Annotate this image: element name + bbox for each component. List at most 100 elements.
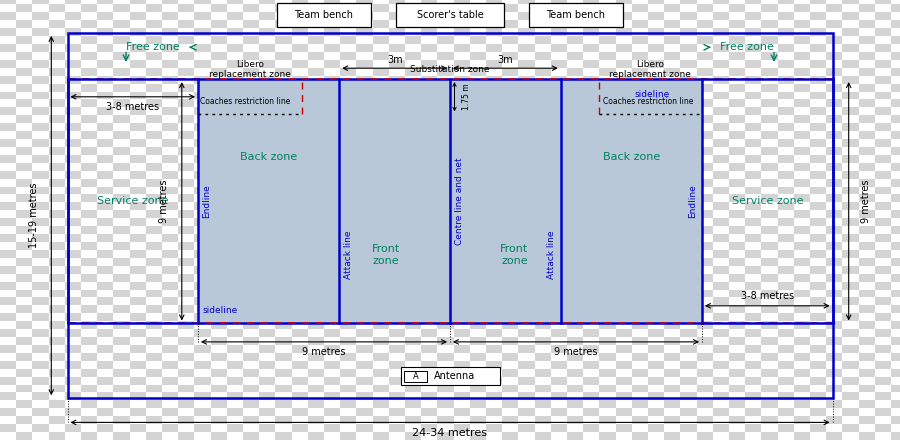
Bar (162, 36, 178, 44)
Bar (470, 234, 486, 242)
Bar (259, 147, 275, 155)
Bar (340, 20, 356, 28)
Bar (32, 123, 49, 131)
Bar (292, 187, 308, 194)
Bar (405, 345, 421, 353)
Bar (389, 131, 405, 139)
Bar (680, 385, 697, 392)
Bar (502, 218, 518, 226)
Bar (146, 226, 162, 234)
Bar (308, 290, 324, 297)
Bar (373, 115, 389, 123)
Bar (243, 115, 259, 123)
Text: 24-34 metres: 24-34 metres (412, 428, 488, 438)
Bar (680, 194, 697, 202)
Text: 15-19 metres: 15-19 metres (29, 183, 39, 248)
Bar (243, 0, 259, 4)
Bar (729, 187, 745, 194)
Bar (826, 187, 842, 194)
Bar (0, 321, 16, 329)
Bar (211, 163, 227, 171)
Bar (32, 52, 49, 60)
Bar (32, 408, 49, 416)
Bar (292, 84, 308, 92)
Bar (162, 171, 178, 179)
Bar (211, 345, 227, 353)
Bar (130, 123, 146, 131)
Bar (32, 44, 49, 52)
Bar (891, 76, 900, 84)
Bar (211, 313, 227, 321)
Bar (454, 385, 470, 392)
Bar (162, 107, 178, 115)
Bar (340, 242, 356, 250)
Bar (745, 377, 761, 385)
Bar (275, 274, 292, 282)
Bar (713, 0, 729, 4)
Bar (761, 202, 778, 210)
Bar (826, 4, 842, 12)
Bar (648, 115, 664, 123)
Bar (405, 408, 421, 416)
Bar (49, 416, 65, 424)
Bar (194, 4, 211, 12)
Bar (97, 210, 113, 218)
Bar (891, 107, 900, 115)
Bar (16, 416, 32, 424)
Bar (616, 210, 632, 218)
Bar (49, 139, 65, 147)
Bar (713, 369, 729, 377)
Bar (794, 416, 810, 424)
Bar (340, 377, 356, 385)
Bar (32, 163, 49, 171)
Bar (599, 0, 616, 4)
Bar (664, 52, 680, 60)
Bar (227, 274, 243, 282)
Bar (32, 218, 49, 226)
Bar (535, 258, 551, 266)
Bar (567, 44, 583, 52)
Bar (49, 131, 65, 139)
Bar (518, 4, 535, 12)
Bar (454, 282, 470, 290)
Bar (308, 147, 324, 155)
Bar (97, 202, 113, 210)
Bar (875, 432, 891, 440)
Bar (729, 139, 745, 147)
Bar (713, 274, 729, 282)
Bar (373, 0, 389, 4)
Bar (32, 28, 49, 36)
Bar (162, 179, 178, 187)
Bar (227, 361, 243, 369)
Bar (0, 345, 16, 353)
Bar (146, 305, 162, 313)
Bar (227, 408, 243, 416)
Bar (65, 290, 81, 297)
Bar (729, 242, 745, 250)
Bar (551, 171, 567, 179)
Bar (113, 353, 130, 361)
Bar (130, 12, 146, 20)
Bar (680, 400, 697, 408)
Bar (130, 194, 146, 202)
Bar (583, 290, 599, 297)
Bar (81, 194, 97, 202)
Bar (162, 329, 178, 337)
Bar (842, 155, 859, 163)
Bar (373, 218, 389, 226)
Bar (778, 4, 794, 12)
Bar (454, 392, 470, 400)
Bar (664, 337, 680, 345)
Bar (259, 226, 275, 234)
Bar (810, 424, 826, 432)
Bar (308, 179, 324, 187)
Bar (664, 290, 680, 297)
Bar (551, 392, 567, 400)
Bar (259, 115, 275, 123)
Bar (518, 385, 535, 392)
Bar (194, 250, 211, 258)
Bar (97, 408, 113, 416)
Bar (16, 28, 32, 36)
Bar (373, 139, 389, 147)
Bar (616, 424, 632, 432)
